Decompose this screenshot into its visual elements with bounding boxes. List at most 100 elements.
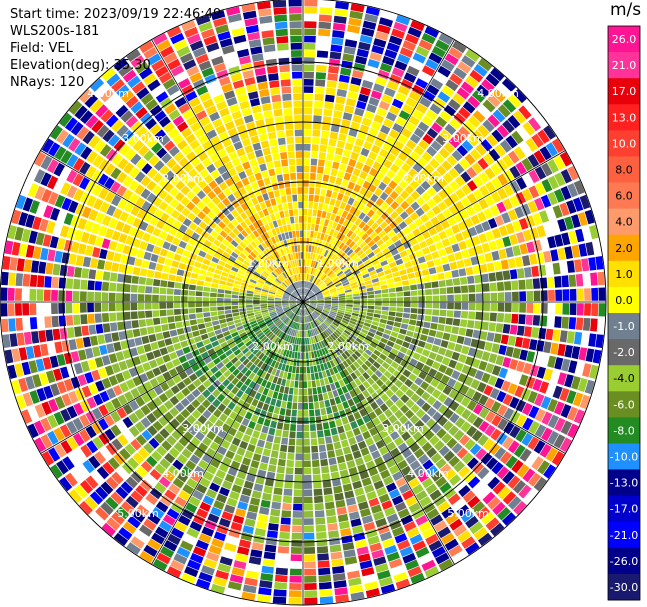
ppi-gate (21, 228, 31, 243)
ppi-gate (108, 353, 118, 364)
ppi-gate (438, 558, 454, 571)
ppi-gate (147, 79, 161, 92)
ppi-gate (219, 318, 227, 324)
ppi-gate (59, 166, 72, 180)
ppi-gate (278, 286, 285, 292)
ppi-gate (347, 414, 356, 423)
ppi-gate (281, 510, 292, 518)
ppi-gate (415, 546, 430, 558)
ppi-gate (310, 313, 316, 320)
ppi-gate (528, 472, 542, 487)
ppi-gate (214, 370, 223, 379)
ppi-gate (432, 182, 443, 193)
ppi-gate (328, 65, 340, 74)
ppi-gate (59, 476, 73, 492)
ppi-gate (292, 252, 296, 260)
ppi-gate (135, 485, 148, 498)
ppi-gate (195, 483, 208, 494)
ppi-gate (354, 218, 362, 226)
ppi-gate (245, 270, 253, 276)
ppi-gate (511, 459, 524, 474)
ppi-gate (273, 160, 281, 168)
ppi-gate (227, 193, 236, 203)
ppi-gate (588, 257, 597, 271)
ppi-gate (438, 189, 448, 200)
ppi-gate (472, 403, 484, 415)
ppi-gate (256, 227, 263, 236)
ppi-gate (340, 528, 352, 537)
ppi-gate (307, 291, 313, 297)
ppi-gate (278, 322, 284, 329)
ppi-gate (212, 206, 221, 215)
ppi-gate (254, 67, 266, 76)
ppi-gate (336, 313, 344, 318)
ppi-gate (289, 238, 294, 246)
ppi-gate (197, 384, 207, 393)
ppi-gate (287, 269, 292, 277)
ppi-gate (395, 389, 404, 399)
ppi-gate (303, 201, 308, 209)
ppi-gate (115, 104, 129, 118)
ppi-gate (295, 143, 303, 151)
ppi-gate (290, 50, 302, 57)
ppi-gate (308, 282, 313, 290)
ppi-gate (258, 244, 265, 252)
ppi-gate (307, 307, 313, 313)
ppi-gate (171, 336, 180, 344)
ppi-gate (502, 236, 512, 247)
ppi-gate (364, 13, 379, 23)
ppi-gate (429, 103, 442, 115)
ppi-gate (338, 379, 345, 387)
ppi-gate (236, 124, 247, 134)
ppi-gate (277, 249, 283, 257)
ppi-gate (441, 532, 455, 545)
ppi-gate (458, 106, 471, 119)
ppi-gate (104, 401, 116, 413)
ppi-gate (244, 369, 252, 378)
ppi-gate (228, 443, 238, 453)
ppi-gate (207, 248, 216, 256)
ppi-gate (259, 432, 267, 441)
ppi-gate (284, 115, 293, 123)
ppi-gate (271, 501, 281, 510)
ppi-gate (374, 309, 382, 314)
ppi-gate (239, 311, 247, 316)
ppi-gate (294, 290, 299, 297)
ppi-gate (327, 523, 338, 531)
ppi-gate (29, 288, 37, 301)
ppi-gate (257, 1, 271, 10)
ppi-gate (531, 133, 544, 148)
ppi-gate (231, 174, 241, 183)
ppi-gate (238, 298, 246, 302)
ppi-gate (367, 266, 375, 273)
ppi-gate (341, 119, 351, 128)
ppi-gate (189, 319, 198, 326)
ppi-gate (339, 201, 347, 210)
ppi-gate (265, 248, 272, 256)
ppi-gate (233, 348, 242, 356)
ppi-gate (318, 349, 324, 357)
ppi-gate (507, 258, 516, 269)
ppi-gate (164, 258, 173, 266)
ppi-gate (345, 309, 353, 313)
ppi-gate (16, 332, 25, 346)
ppi-gate (505, 135, 518, 149)
ppi-gate (170, 527, 185, 539)
ppi-gate (246, 84, 258, 93)
ppi-gate (268, 306, 275, 310)
ppi-gate (338, 297, 346, 300)
ppi-gate (237, 269, 245, 276)
ppi-gate (86, 440, 99, 454)
ppi-gate (183, 270, 192, 278)
ppi-gate (50, 383, 61, 397)
ppi-gate (418, 371, 428, 380)
ppi-gate (146, 412, 157, 424)
ppi-gate (491, 129, 504, 143)
ppi-gate (328, 286, 336, 291)
ppi-gate (305, 345, 308, 352)
ppi-gate (174, 282, 182, 289)
ppi-gate (146, 243, 155, 253)
ppi-gate (315, 292, 323, 297)
ppi-gate (120, 254, 129, 264)
ppi-gate (34, 404, 46, 418)
